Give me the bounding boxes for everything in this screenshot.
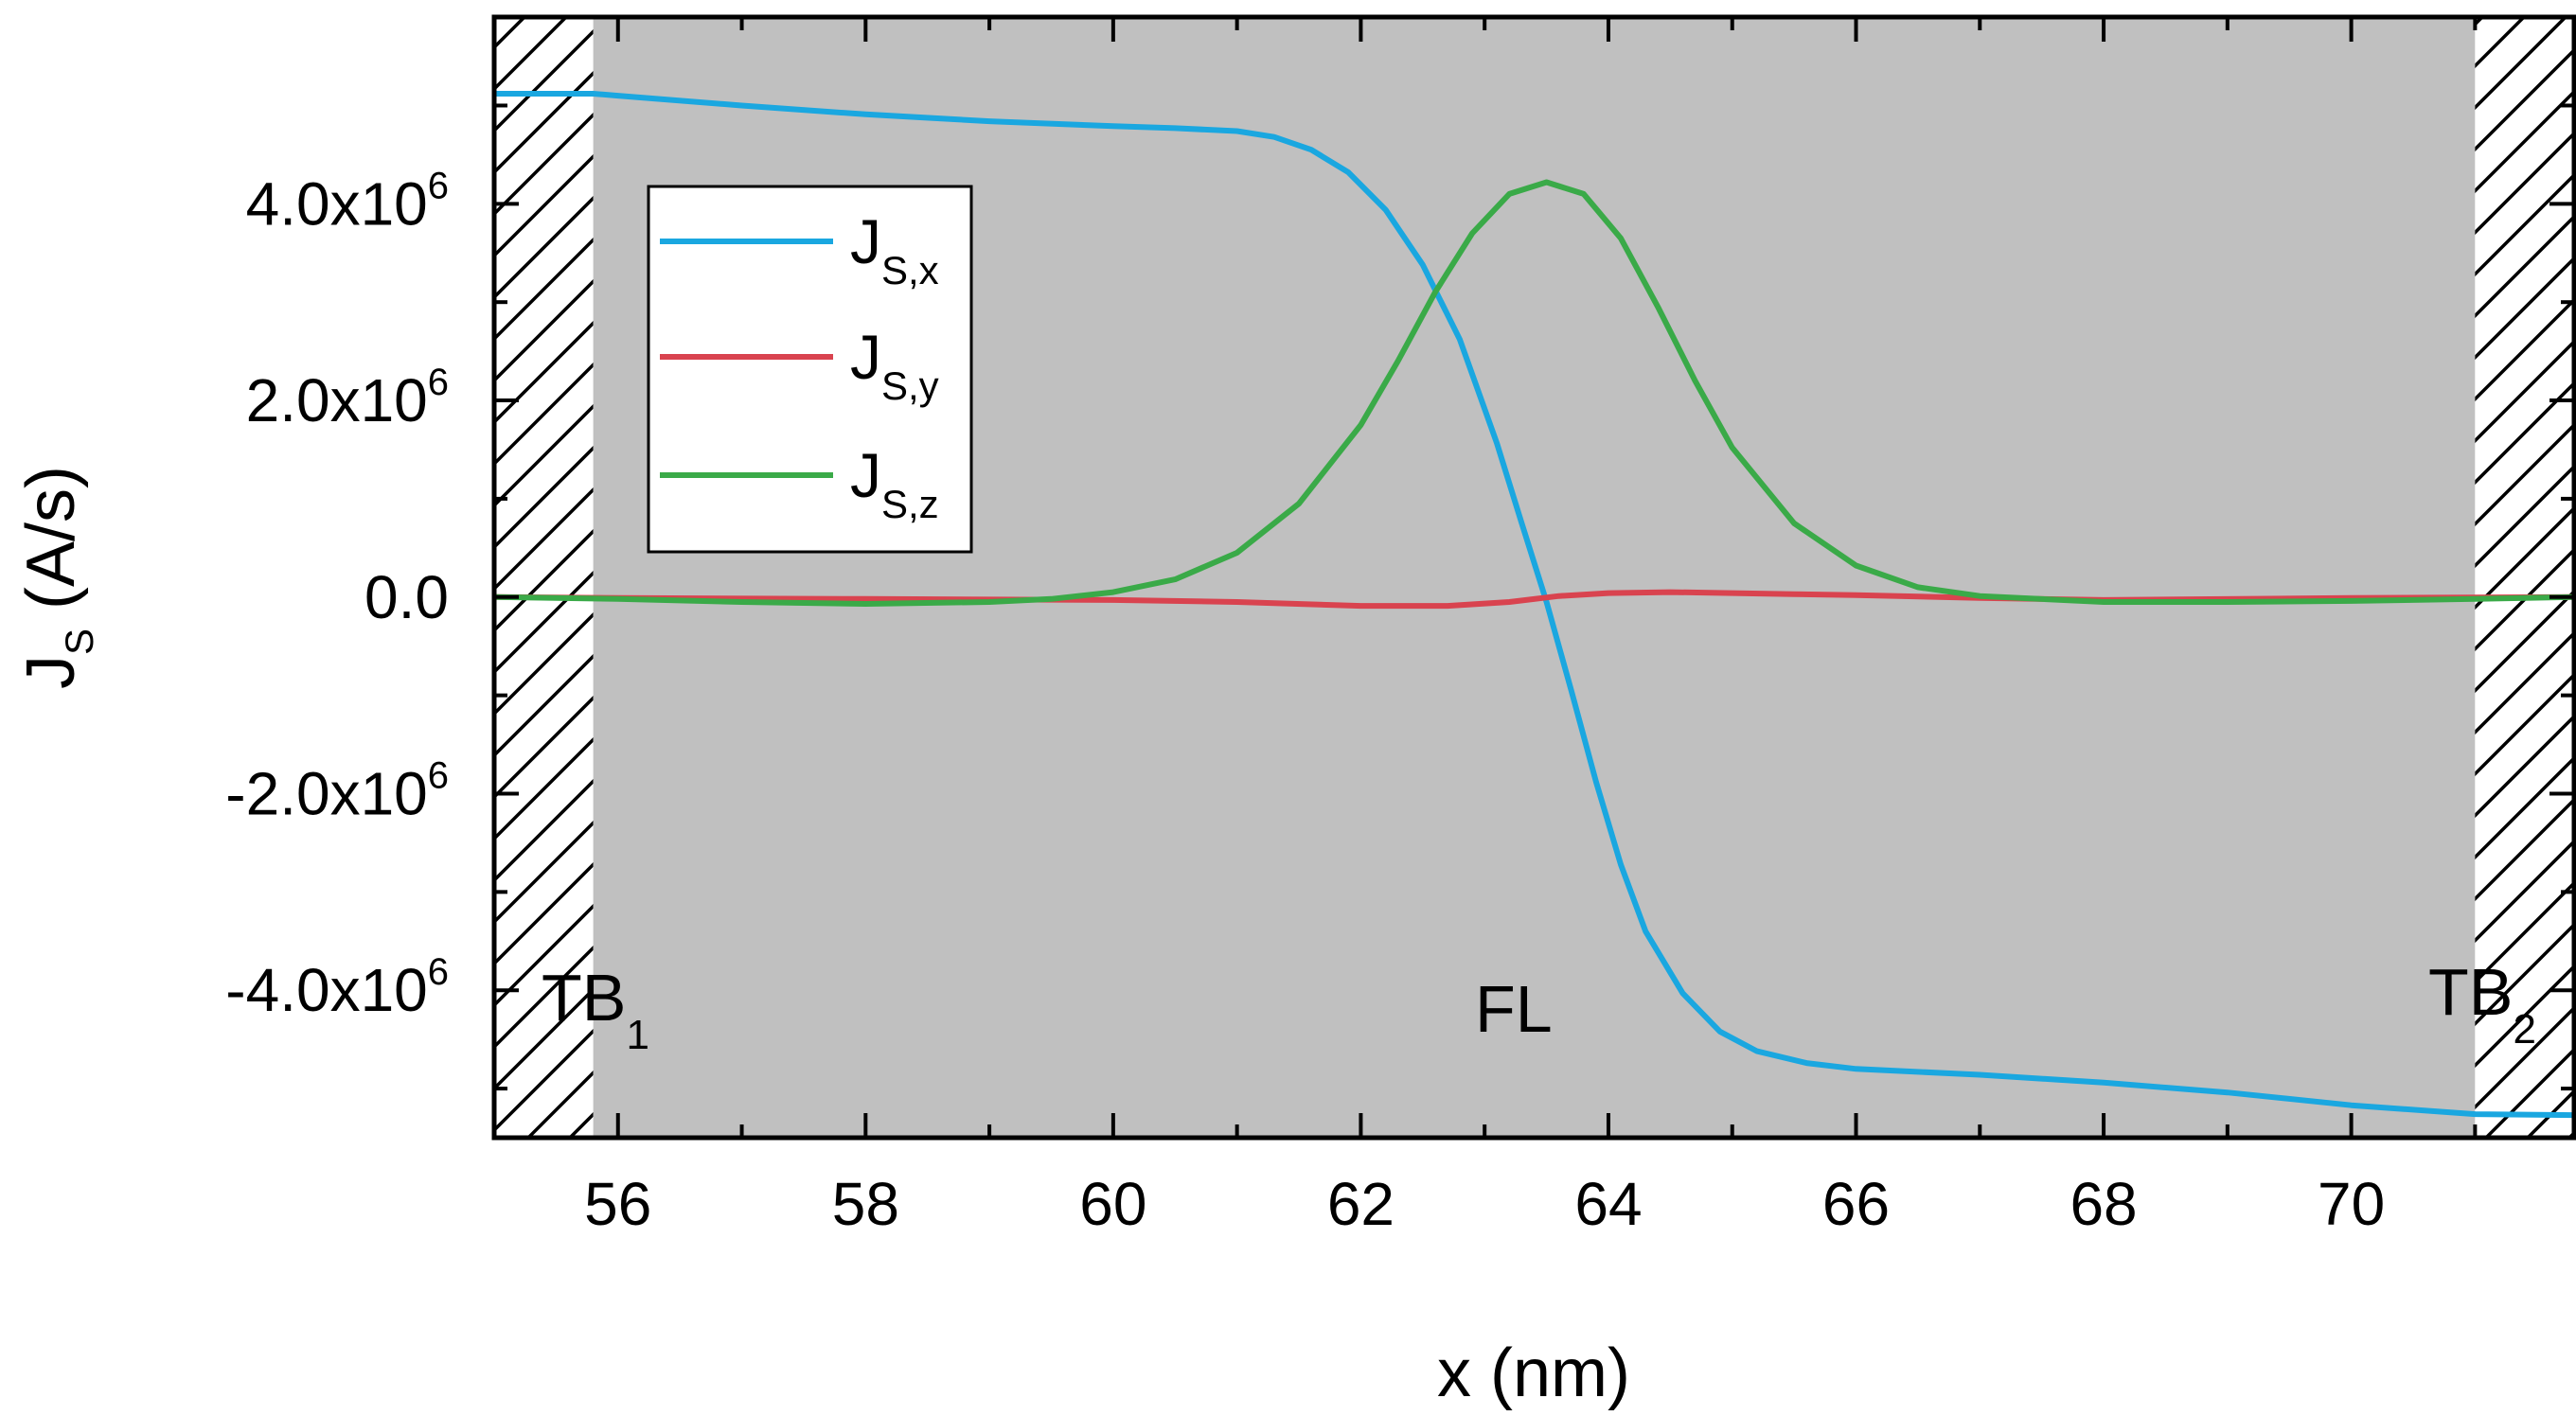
x-tick-label: 66	[1822, 1170, 1890, 1238]
legend-label-jsz: JS,z	[850, 440, 939, 526]
y-axis-title: JS (A/s)	[13, 466, 101, 689]
plot-frame	[491, 14, 2576, 1141]
x-tick-label: 68	[2070, 1170, 2137, 1238]
legend-label-jsx-main: J	[850, 206, 881, 276]
x-axis-title: x (nm)	[1437, 1336, 1630, 1411]
ticks-layer	[494, 17, 2574, 1138]
region-label-tb1: TB1	[542, 961, 649, 1058]
region-label-tb2: TB2	[2428, 955, 2536, 1053]
y-tick-exponent: 6	[428, 754, 449, 796]
x-tick-label: 56	[584, 1170, 651, 1238]
y-tick-mantissa: 0.0	[364, 563, 449, 631]
y-axis-title-sub: S	[57, 628, 101, 655]
region-label-fl-main: FL	[1475, 972, 1553, 1046]
y-tick-label: 4.0x106	[246, 165, 449, 238]
x-tick-label: 60	[1079, 1170, 1146, 1238]
y-tick-mantissa: 4.0x10	[246, 169, 428, 238]
y-tick-mantissa: 2.0x10	[246, 366, 428, 434]
legend-label-jsx: JS,x	[850, 206, 939, 292]
y-tick-exponent: 6	[428, 165, 449, 206]
y-tick-label: -2.0x106	[225, 754, 449, 827]
region-label-tb1-sub: 1	[626, 1012, 648, 1058]
x-tick-label: 62	[1327, 1170, 1395, 1238]
legend-label-jsz-main: J	[850, 440, 881, 510]
series-layer	[494, 91, 2574, 1119]
region-label-tb2-main: TB	[2428, 955, 2513, 1029]
region-label-tb1-main: TB	[542, 961, 626, 1035]
region-label-tb2-sub: 2	[2513, 1006, 2535, 1053]
y-tick-mantissa: -4.0x10	[225, 956, 427, 1024]
x-tick-labels: 56 58 60 62 64 66 68 70	[584, 1170, 2385, 1238]
x-tick-label: 64	[1574, 1170, 1642, 1238]
y-tick-label: -4.0x106	[225, 951, 449, 1024]
y-tick-label: 0.0	[364, 563, 449, 631]
legend-label-jsy: JS,y	[850, 322, 939, 408]
y-axis-title-main: J	[13, 655, 89, 689]
series-line-sx	[494, 91, 2574, 1119]
legend-label-jsz-sub: S,z	[881, 482, 939, 526]
series-line-sz	[494, 179, 2574, 607]
y-axis-title-unit: (A/s)	[13, 466, 89, 628]
legend-label-jsy-main: J	[850, 322, 881, 392]
y-tick-mantissa: -2.0x10	[225, 759, 427, 827]
x-tick-label: 58	[832, 1170, 899, 1238]
legend-label-jsx-sub: S,x	[881, 248, 939, 292]
legend-label-jsy-sub: S,y	[881, 363, 939, 408]
y-tick-exponent: 6	[428, 951, 449, 993]
legend: JS,x JS,y JS,z	[647, 185, 973, 554]
y-tick-exponent: 6	[428, 362, 449, 403]
legend-frame	[647, 185, 973, 554]
x-tick-label: 70	[2318, 1170, 2385, 1238]
region-label-fl: FL	[1475, 972, 1553, 1046]
y-tick-label: 2.0x106	[246, 362, 449, 434]
